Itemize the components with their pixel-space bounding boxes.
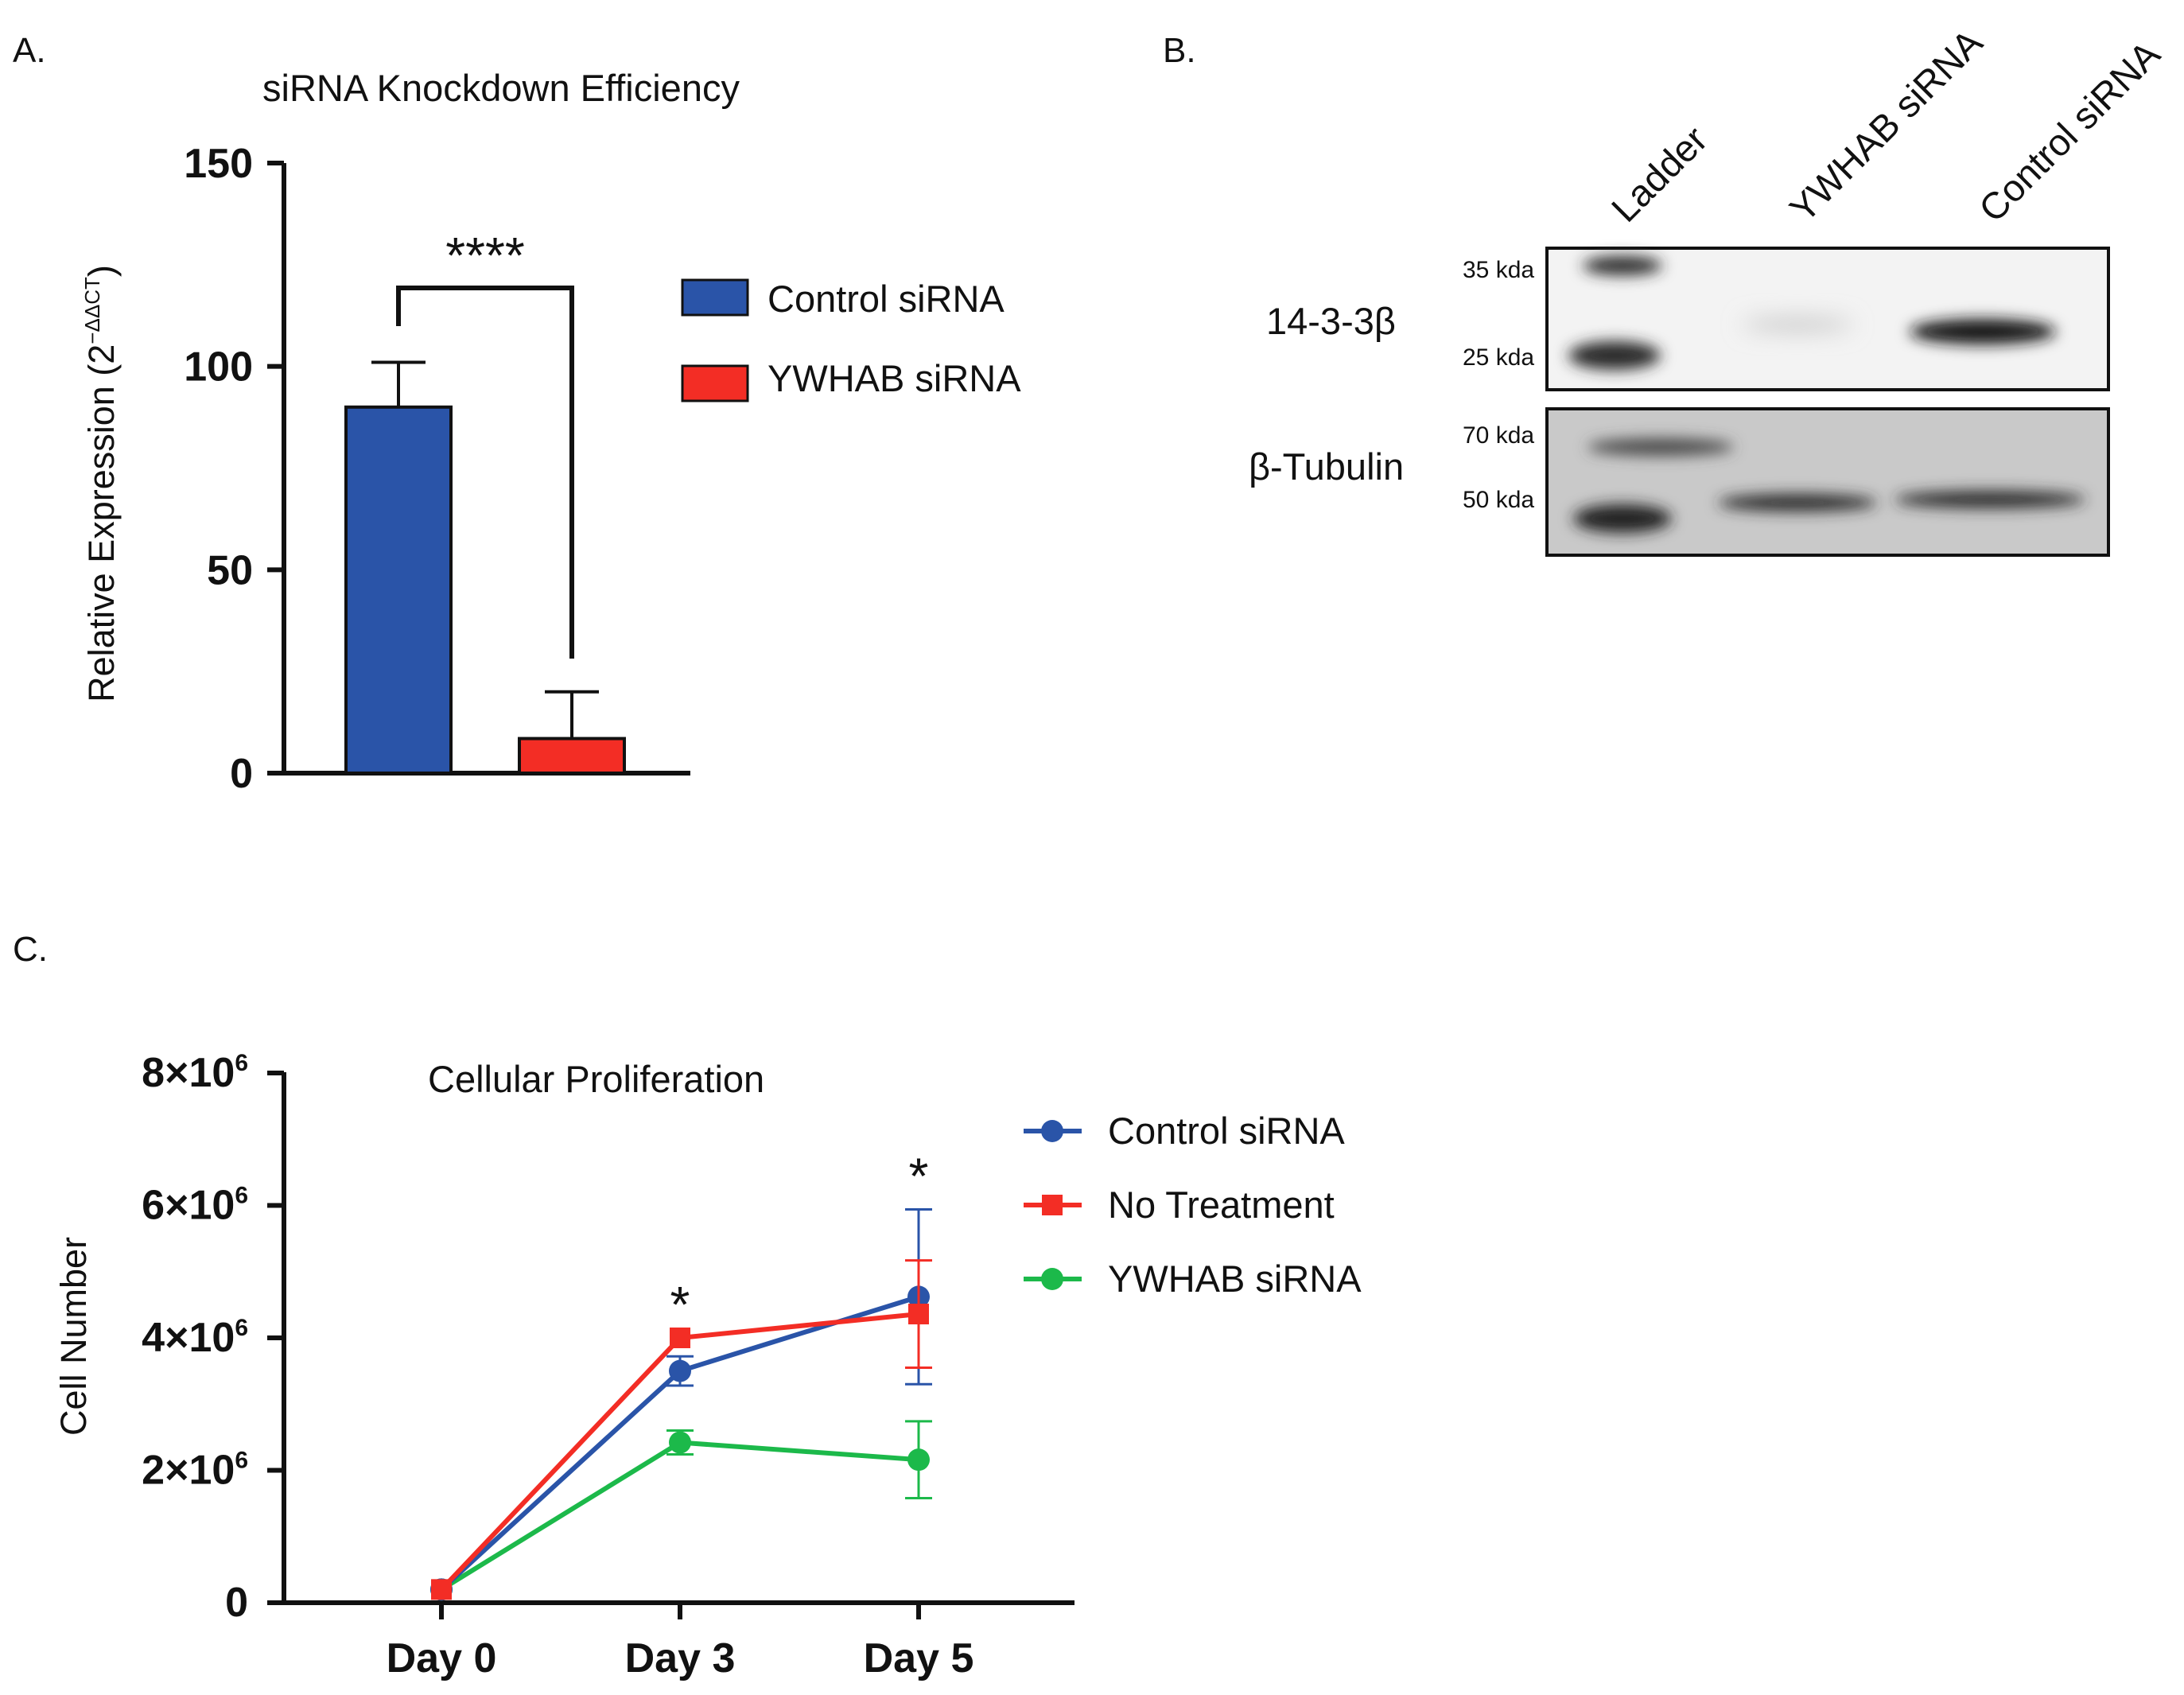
line-chart-proliferation: Cellular Proliferation Cell Number 0 2×10… [53,1050,1362,1681]
chart-c-significance-label: * [670,1276,690,1333]
chart-a-ylabel: Relative Expression (2−ΔΔCT) [80,265,122,702]
chart-c-legend: Control siRNA No Treatment YWHAB siRNA [1024,1110,1362,1300]
chart-c-point [908,1304,929,1325]
chart-c-legend-marker [1041,1268,1063,1290]
western-blot: Ladder YWHAB siRNA Control siRNA 14-3-3β… [1249,21,2168,557]
chart-c-legend-label: No Treatment [1108,1184,1335,1226]
chart-a-significance-label: **** [445,227,525,284]
blot-membrane-14-3-3b [1545,247,2110,391]
panel-letter-c: C. [13,930,48,969]
chart-c-y-ticks: 0 2×106 4×106 6×106 8×106 [142,1050,284,1626]
blot-marker-70kda: 70 kda [1463,422,1534,449]
blot-protein-label-14-3-3b: 14-3-3β [1266,300,1396,342]
chart-c-ytick-label: 4×106 [142,1315,248,1361]
lane-label-control-sirna: Control siRNA [1971,33,2168,230]
chart-c-xtick-label: Day 0 [387,1635,497,1681]
chart-a-ytick-label: 150 [184,141,253,187]
chart-a-ticks: 0 50 100 150 [184,141,284,797]
lane-label-ladder: Ladder [1603,118,1716,230]
chart-a-ytick-label: 0 [230,751,253,797]
chart-a-ytick-label: 50 [207,547,253,593]
chart-a-legend-swatch-control [681,278,749,317]
chart-a-ylabel-close: ) [81,265,122,277]
blot-marker-25kda: 25 kda [1463,344,1534,371]
chart-c-legend-label: YWHAB siRNA [1108,1258,1362,1300]
blot-marker-50kda: 50 kda [1463,487,1534,513]
chart-c-series [430,1207,932,1601]
chart-a-legend-swatch-ywhab [681,364,749,402]
blot-membrane-b-tubulin [1545,407,2110,557]
chart-c-xtick-label: Day 5 [864,1635,974,1681]
chart-a-significance-bracket [396,286,574,659]
chart-a-bar [344,405,453,775]
chart-c-ytick-label: 8×106 [142,1050,248,1096]
chart-a-bars [344,360,626,776]
chart-c-series-no-treatment [431,1259,932,1600]
chart-a-bar [518,737,626,776]
chart-a-legend-label-control: Control siRNA [768,278,1005,320]
chart-c-x-ticks: Day 0 Day 3 Day 5 [387,1603,974,1681]
chart-a-ytick-label: 100 [184,344,253,391]
chart-c-ytick-label: 0 [225,1580,248,1626]
chart-a-ylabel-exp: −ΔΔCT [80,277,104,344]
chart-c-point [669,1359,691,1382]
panel-letter-a: A. [13,31,46,70]
chart-c-legend-marker [1042,1195,1063,1215]
chart-c-series-control-sirna [430,1207,932,1601]
chart-c-legend-label: Control siRNA [1108,1110,1345,1152]
chart-c-ylabel: Cell Number [53,1237,94,1436]
chart-a-ylabel-main: Relative Expression (2 [81,344,122,702]
lane-label-ywhab-sirna: YWHAB siRNA [1782,21,1991,230]
chart-c-ytick-label: 2×106 [142,1448,248,1494]
chart-c-point [670,1328,690,1348]
chart-c-xtick-label: Day 3 [625,1635,736,1681]
chart-a-legend-label-ywhab: YWHAB siRNA [768,357,1021,399]
panel-letter-b: B. [1163,31,1196,70]
chart-c-title: Cellular Proliferation [428,1058,764,1100]
chart-c-ytick-label: 6×106 [142,1183,248,1229]
chart-c-legend-marker [1041,1120,1063,1142]
chart-c-point [669,1431,691,1454]
blot-protein-label-b-tubulin: β-Tubulin [1249,445,1404,488]
chart-a-title: siRNA Knockdown Efficiency [262,67,740,109]
chart-c-significance-label: * [909,1147,929,1204]
chart-c-point [431,1579,452,1600]
chart-c-annotations: ** [670,1147,929,1333]
blot-marker-35kda: 35 kda [1463,257,1534,283]
bar-chart-knockdown: siRNA Knockdown Efficiency Relative Expr… [80,67,1021,797]
chart-c-point [907,1448,930,1471]
chart-a-legend: Control siRNA YWHAB siRNA [681,278,1021,402]
chart-c-series-ywhab-sirna [430,1420,932,1601]
